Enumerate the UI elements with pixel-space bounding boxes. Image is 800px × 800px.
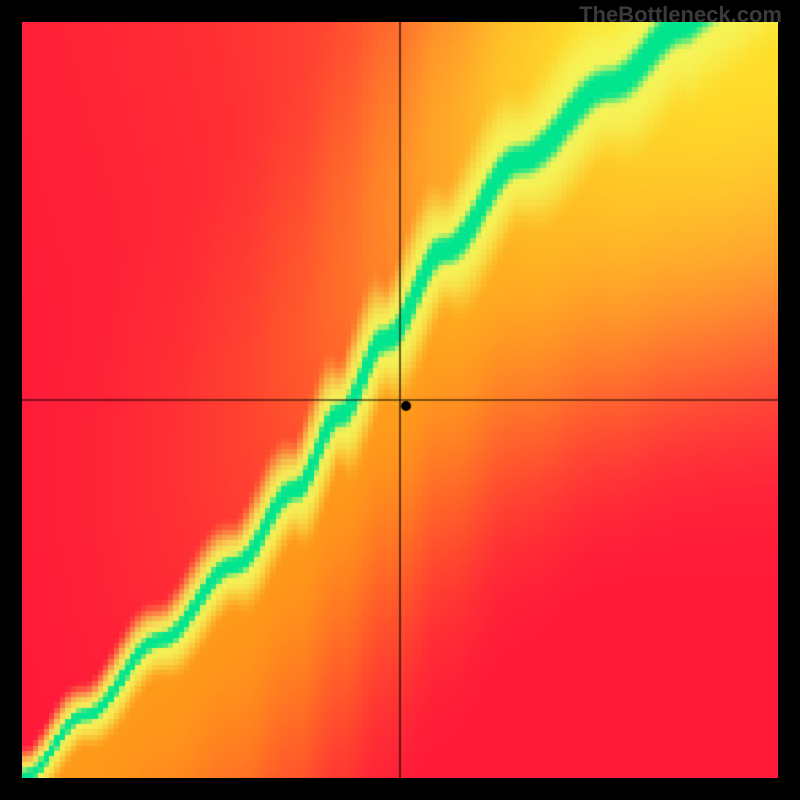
heatmap-canvas bbox=[22, 22, 778, 778]
chart-frame: TheBottleneck.com bbox=[0, 0, 800, 800]
heatmap-plot bbox=[22, 22, 778, 778]
watermark-text: TheBottleneck.com bbox=[579, 2, 782, 28]
